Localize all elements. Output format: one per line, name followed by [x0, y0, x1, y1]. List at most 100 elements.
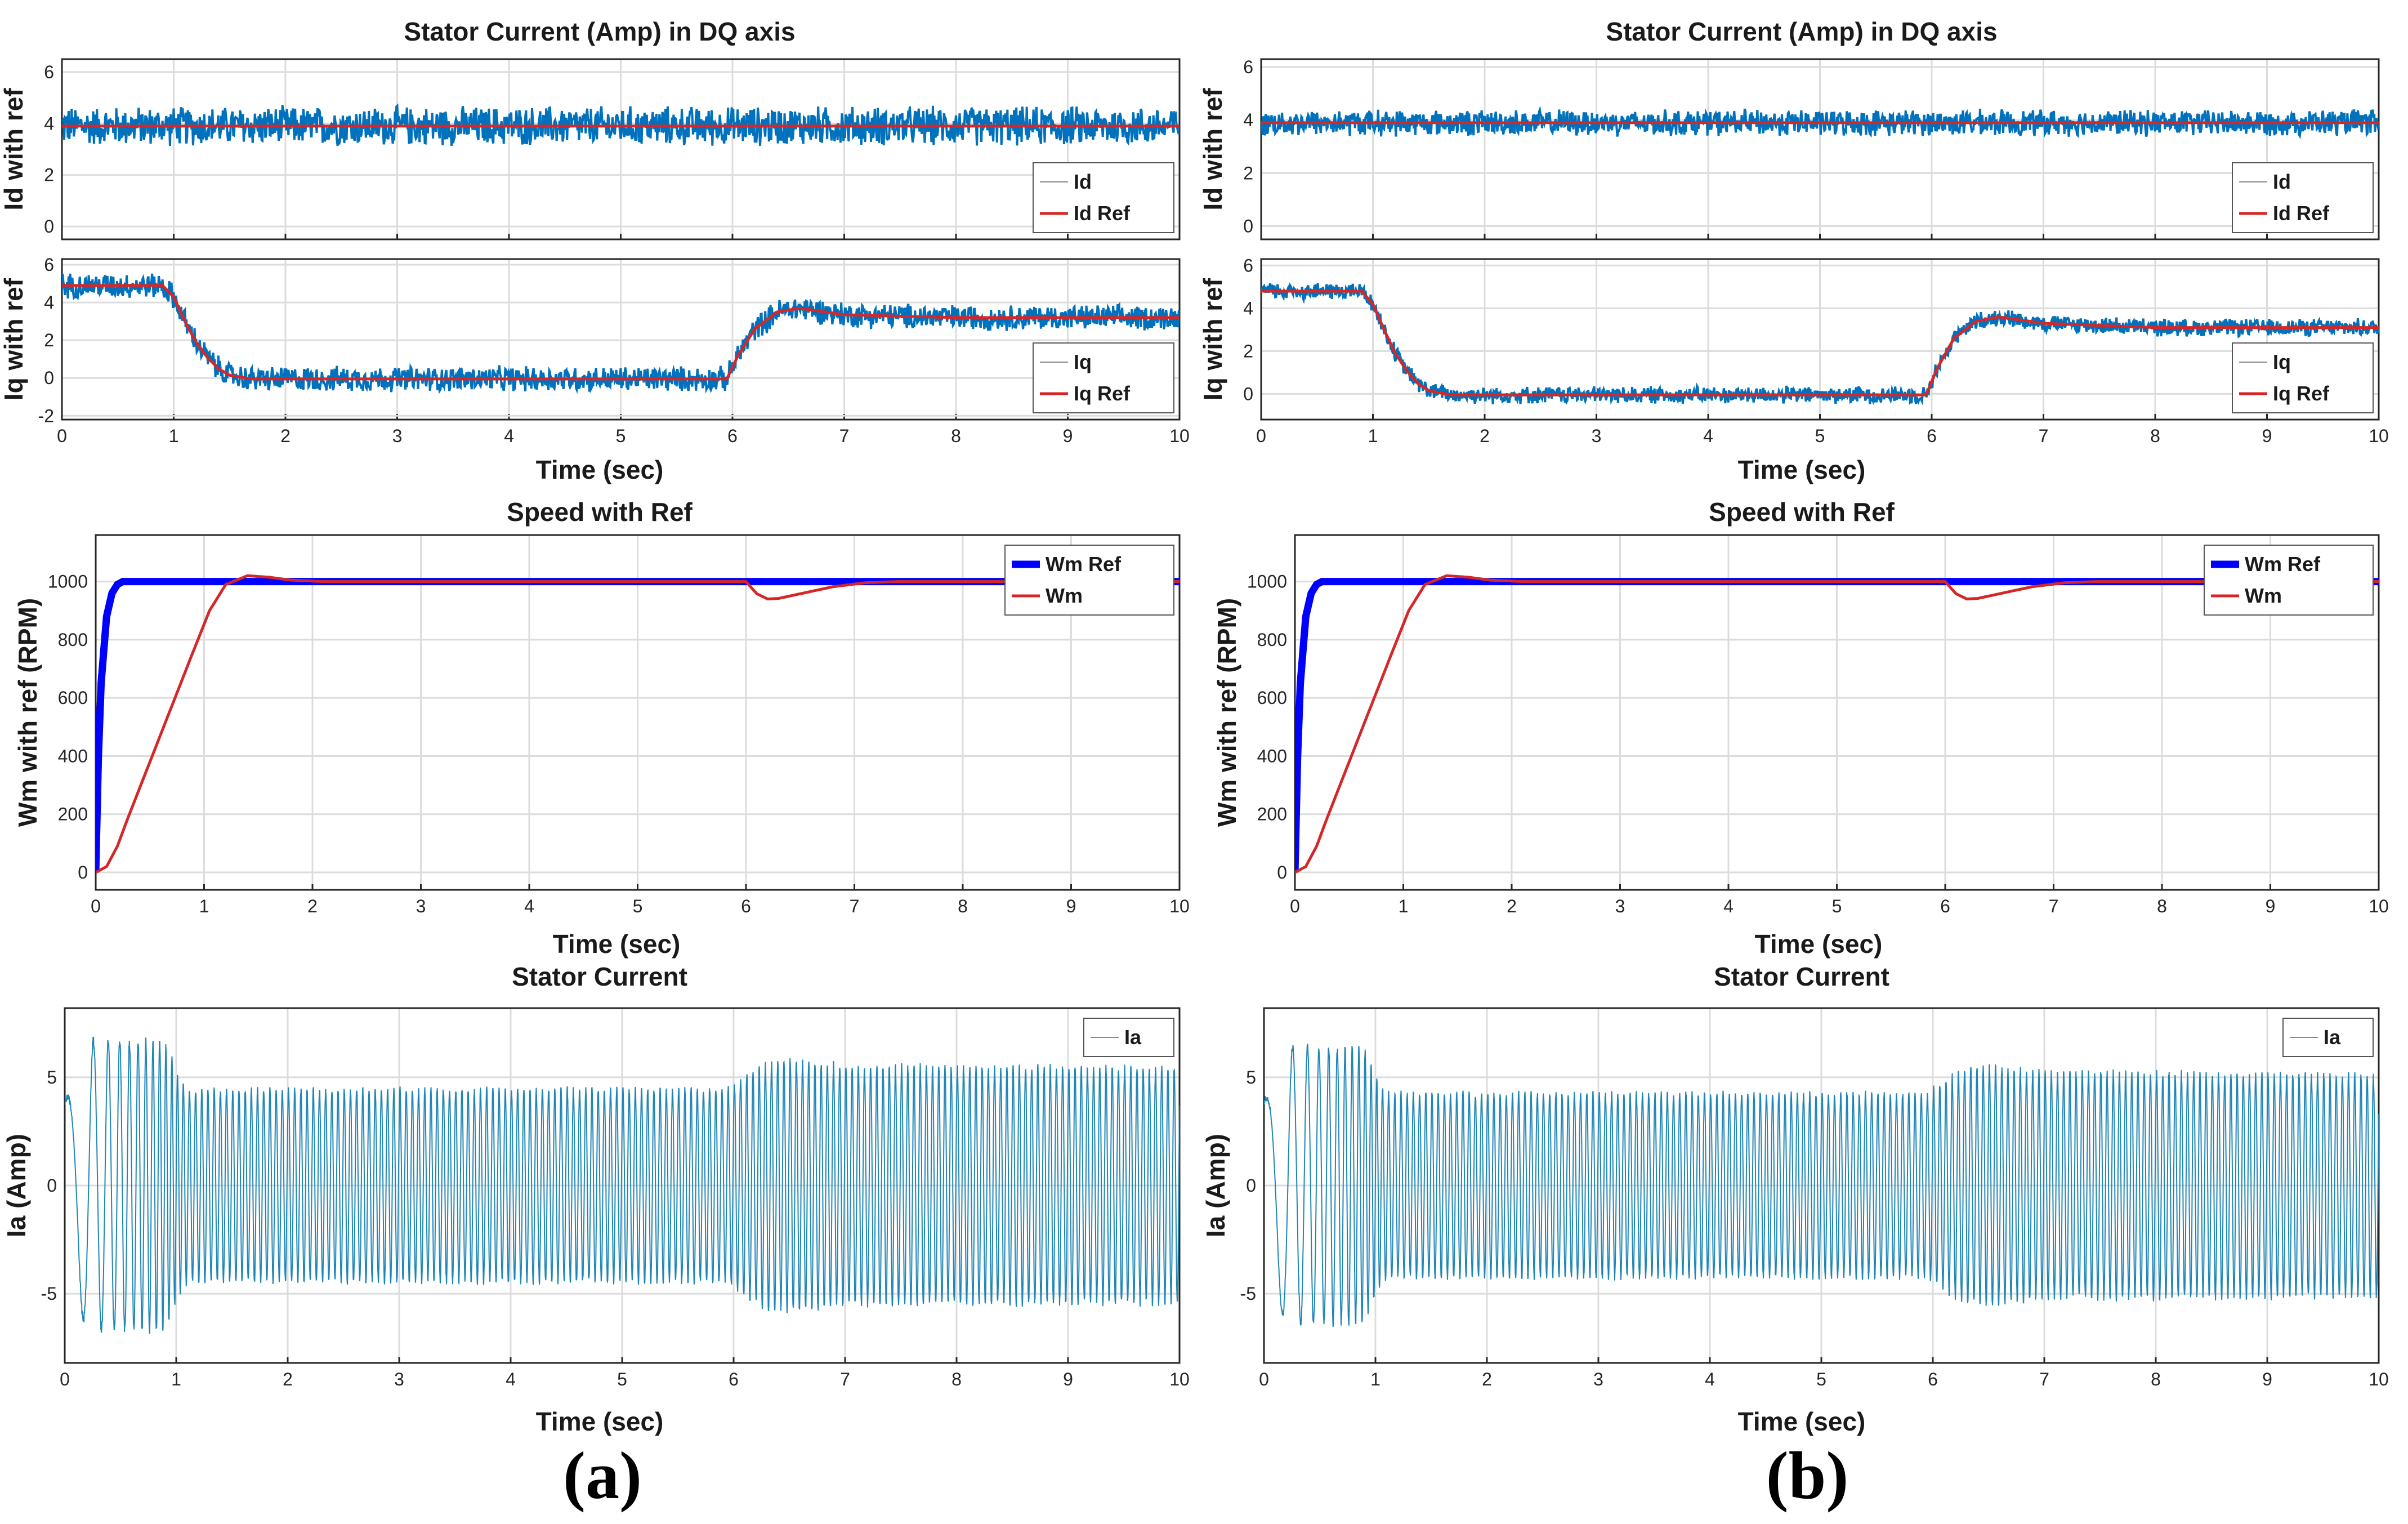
- y-tick-label: -2: [38, 405, 54, 426]
- x-tick-label: 8: [951, 426, 961, 446]
- legend-label: Iq: [2273, 350, 2291, 373]
- y-axis-label: Iq with ref: [1198, 278, 1227, 400]
- x-tick-label: 0: [1259, 1369, 1269, 1389]
- y-tick-label: 800: [58, 630, 88, 650]
- y-tick-label: 5: [47, 1067, 57, 1088]
- dq-title-b: Stator Current (Amp) in DQ axis: [1606, 17, 1997, 46]
- x-tick-label: 8: [2157, 896, 2167, 916]
- dq-xlabel-a: Time (sec): [536, 455, 664, 484]
- series-group: [1295, 574, 2379, 874]
- x-tick-label: 7: [2039, 426, 2049, 446]
- y-axis-label: Wm with ref (RPM): [13, 598, 42, 827]
- x-tick-label: 2: [1480, 426, 1490, 446]
- x-tick-label: 5: [1832, 896, 1842, 916]
- legend: Id Id Ref: [1033, 162, 1174, 233]
- ia-title-a: Stator Current: [512, 962, 687, 991]
- x-tick-label: 2: [307, 896, 318, 916]
- y-tick-label: 0: [47, 1175, 57, 1196]
- series-group: [65, 1036, 1180, 1334]
- legend-label: Iq Ref: [1074, 382, 1131, 405]
- y-axis-label: Id with ref: [0, 88, 28, 211]
- y-tick-label: 0: [1277, 862, 1287, 883]
- legend-label: Iq: [1074, 350, 1092, 373]
- y-tick-label: 4: [1243, 110, 1253, 130]
- plot-border: [1294, 534, 2380, 891]
- x-tick-label: 0: [60, 1369, 70, 1389]
- y-tick-label: 6: [44, 62, 54, 82]
- y-tick-label: 6: [44, 255, 54, 275]
- axes-a-speed: 0 1 2 3 4 5 6 7 8 9 10 0 200 400 600 800 1000 Wm with ref…: [13, 534, 1190, 916]
- series-ia-line: [65, 1036, 1180, 1334]
- x-tick-label: 6: [729, 1369, 739, 1389]
- legend-label: Wm: [1046, 584, 1083, 607]
- x-tick-label: 7: [850, 896, 860, 916]
- x-tick-label: 9: [2266, 896, 2276, 916]
- x-tick-label: 6: [727, 426, 738, 446]
- x-tick-label: 2: [1507, 896, 1517, 916]
- dq-xlabel-b: Time (sec): [1738, 455, 1866, 484]
- axes-b-ia: 0 1 2 3 4 5 6 7 8 9 10 -5 0 5 Ia (Amp) Ia: [1201, 1007, 2389, 1389]
- x-tick-label: 3: [416, 896, 426, 916]
- plot-border: [64, 1007, 1181, 1364]
- speed-title-a: Speed with Ref: [507, 497, 693, 527]
- x-tick-label: 2: [283, 1369, 293, 1389]
- axes-a-ia: 0 1 2 3 4 5 6 7 8 9 10 -5 0 5 Ia (Amp) Ia: [2, 1007, 1190, 1389]
- x-tick-label: 7: [2049, 896, 2059, 916]
- legend-label: Wm: [2245, 584, 2282, 607]
- x-tick-label: 7: [840, 1369, 850, 1389]
- axes-b-iq: 0 1 2 3 4 5 6 7 8 9 10 0 2 4 6 Iq with ref Iq Iq Ref: [1198, 255, 2389, 446]
- y-tick-label: 1000: [48, 572, 88, 592]
- x-tick-label: 9: [1066, 896, 1076, 916]
- y-tick-label: 2: [1243, 341, 1253, 361]
- series-group: [1261, 105, 2379, 140]
- x-tick-label: 6: [741, 896, 751, 916]
- x-tick-label: 10: [2369, 896, 2389, 916]
- x-tick-label: 10: [1169, 896, 1190, 916]
- y-tick-label: -5: [41, 1284, 57, 1304]
- speed-xlabel-a: Time (sec): [553, 929, 681, 959]
- series-wm-line: [1295, 574, 2379, 874]
- x-tick-label: 10: [1169, 426, 1190, 446]
- x-tick-label: 0: [91, 896, 101, 916]
- y-tick-label: 0: [1243, 384, 1253, 404]
- y-axis-label: Ia (Amp): [1201, 1134, 1230, 1237]
- x-tick-label: 3: [1593, 1369, 1603, 1389]
- y-axis-label: Id with ref: [1198, 88, 1227, 211]
- legend: Wm Ref Wm: [1004, 545, 1174, 616]
- y-tick-label: 0: [1246, 1175, 1256, 1196]
- y-tick-label: 6: [1243, 255, 1253, 275]
- plot-border: [1260, 58, 2380, 240]
- x-tick-label: 10: [1169, 1369, 1190, 1389]
- series-group: [62, 103, 1180, 146]
- x-tick-label: 8: [2151, 1369, 2161, 1389]
- legend-label: Ia: [1124, 1026, 1142, 1049]
- series-wm-line: [96, 574, 1180, 874]
- x-tick-label: 4: [1723, 896, 1734, 916]
- legend-label: Ia: [2324, 1026, 2341, 1049]
- x-tick-label: 3: [1615, 896, 1625, 916]
- plot-border: [61, 58, 1181, 240]
- x-tick-label: 0: [57, 426, 67, 446]
- plot-border: [95, 534, 1181, 891]
- x-tick-label: 8: [958, 896, 968, 916]
- legend-label: Wm Ref: [2245, 552, 2321, 576]
- x-tick-label: 9: [2262, 426, 2272, 446]
- y-axis-label: Wm with ref (RPM): [1212, 598, 1241, 827]
- plot-border: [1263, 1007, 2380, 1364]
- legend-box: [1004, 545, 1174, 616]
- axes-a-id: 0 2 4 6 Id with ref Id Id Ref: [0, 58, 1181, 240]
- x-tick-label: 9: [1063, 1369, 1073, 1389]
- x-tick-label: 5: [616, 426, 626, 446]
- x-tick-label: 1: [199, 896, 209, 916]
- plot-border: [1260, 258, 2380, 421]
- x-tick-label: 0: [1256, 426, 1266, 446]
- x-tick-label: 6: [1928, 1369, 1938, 1389]
- y-tick-label: 400: [58, 746, 88, 766]
- legend-label: Wm Ref: [1046, 552, 1122, 576]
- legend-label: Id: [2273, 170, 2291, 193]
- dq-title-a: Stator Current (Amp) in DQ axis: [404, 17, 795, 46]
- legend-label: Id Ref: [2273, 202, 2330, 225]
- legend-label: Id: [1074, 170, 1092, 193]
